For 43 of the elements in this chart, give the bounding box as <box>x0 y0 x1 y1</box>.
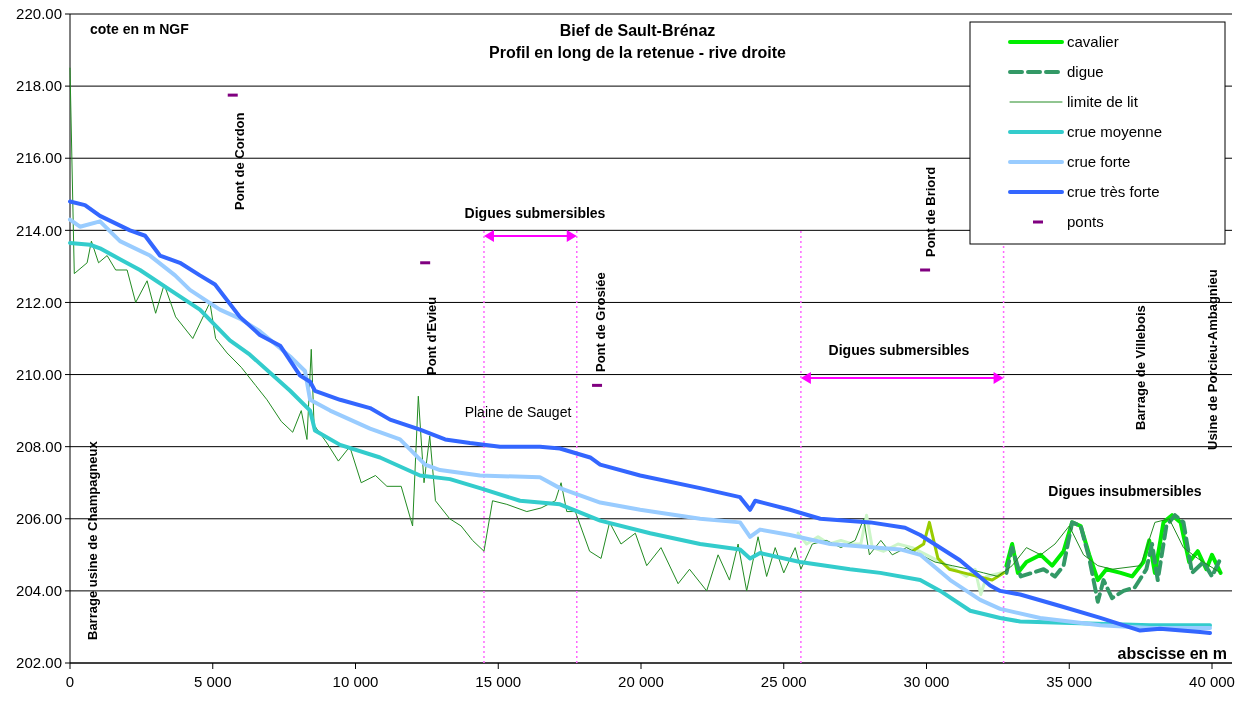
y-tick-label: 206.00 <box>16 510 62 528</box>
line-series <box>69 67 1222 592</box>
y-tick-label: 214.00 <box>16 221 62 239</box>
x-tick-label: 40 000 <box>1189 673 1235 690</box>
annotation: Pont de Cordon <box>232 112 247 210</box>
y-tick-label: 204.00 <box>16 582 62 600</box>
annotation: Digues insubmersibles <box>1048 483 1202 499</box>
x-tick-label: 5 000 <box>193 673 232 690</box>
y-tick-label: 210.00 <box>16 365 62 383</box>
annotation: Pont de Grosiée <box>593 272 608 372</box>
legend-label: digue <box>1067 63 1104 81</box>
y-tick-label: 208.00 <box>16 437 62 455</box>
legend-label: crue moyenne <box>1067 123 1163 141</box>
y-tick-label: 220.00 <box>16 5 62 23</box>
x-tick-label: 10 000 <box>332 673 379 690</box>
legend-label: ponts <box>1067 213 1104 231</box>
legend-label: cavalier <box>1067 33 1119 51</box>
annotation: Usine de Porcieu-Ambagnieu <box>1205 269 1220 450</box>
annotation: Digues submersibles <box>464 205 606 221</box>
x-tick-label: 35 000 <box>1046 673 1093 690</box>
line-series <box>1004 513 1223 604</box>
x-tick-label: 15 000 <box>475 673 522 690</box>
x-tick-label: 0 <box>65 673 75 690</box>
x-tick-label: 20 000 <box>618 673 664 690</box>
legend-label: crue très forte <box>1067 183 1160 201</box>
annotation: Pont d'Evieu <box>424 296 439 375</box>
y-axis-title: cote en m NGF <box>90 21 190 37</box>
y-tick-label: 218.00 <box>16 77 62 95</box>
y-tick-label: 212.00 <box>16 293 62 311</box>
annotation: Barrage de Villebois <box>1133 305 1148 430</box>
y-tick-label: 202.00 <box>16 654 62 672</box>
annotation: Plaine de Sauget <box>464 404 572 420</box>
legend-label: limite de lit <box>1067 93 1139 111</box>
text: Profil en long de la retenue - rive droite <box>489 44 787 61</box>
x-axis-title: abscisse en m <box>1117 645 1227 662</box>
text: Bief de Sault-Brénaz <box>559 22 716 39</box>
x-tick-label: 30 000 <box>903 673 950 690</box>
legend-label: crue forte <box>1067 153 1131 171</box>
y-tick-label: 216.00 <box>16 149 62 167</box>
annotation: Digues submersibles <box>828 342 970 358</box>
x-tick-label: 25 000 <box>760 673 807 690</box>
annotation: Barrage usine de Champagneux <box>85 440 100 640</box>
annotation: Pont de Briord <box>923 166 938 257</box>
